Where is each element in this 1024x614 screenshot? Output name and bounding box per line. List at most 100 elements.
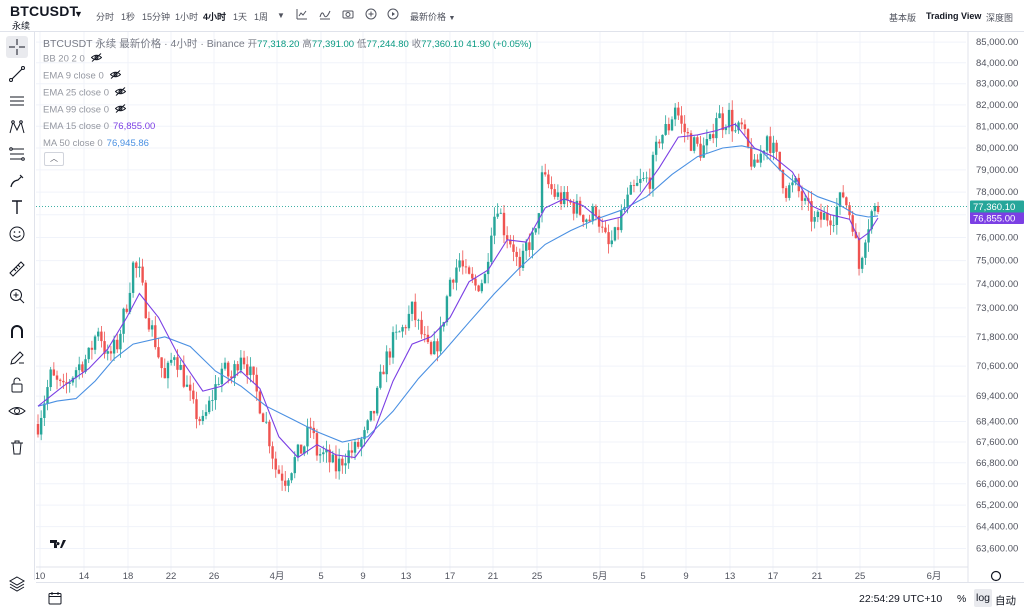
replay-icon[interactable] (387, 8, 399, 23)
timeframe-1w[interactable]: 1周 (254, 12, 269, 22)
zoom-in-icon[interactable] (6, 285, 28, 307)
time-tick-label: 21 (488, 571, 499, 582)
candle-body (166, 362, 170, 379)
percent-scale-button[interactable]: % (957, 593, 967, 605)
candle-body (848, 205, 851, 216)
crosshair-icon[interactable] (6, 36, 28, 58)
calendar-icon[interactable] (48, 591, 62, 610)
emoji-icon[interactable] (6, 223, 28, 245)
candle-body (781, 169, 785, 189)
candle-body (131, 262, 135, 293)
candle-body (680, 115, 683, 124)
legend-change: 41.90 (+0.05%) (466, 39, 532, 50)
hidden-eye-icon[interactable] (114, 87, 127, 99)
candle-body (765, 136, 769, 151)
candle-body (699, 143, 702, 158)
candle-body (78, 364, 81, 371)
eye-icon[interactable] (6, 400, 28, 422)
add-icon[interactable] (365, 8, 377, 23)
price-chart[interactable]: 85,000.00 84,000.00 83,000.00 82,000.00 81,0… (36, 32, 1024, 582)
candle-body (182, 365, 186, 387)
candle-body (39, 417, 43, 435)
hidden-eye-icon[interactable] (109, 70, 121, 82)
indicator-ema15[interactable]: EMA 15 close 0 76,855.00 (43, 121, 156, 132)
candle-body (861, 257, 864, 269)
candle-body (718, 113, 721, 119)
ruler-icon[interactable] (6, 258, 28, 280)
candle-body (185, 384, 189, 387)
candle-body (458, 260, 461, 268)
timeframe-more-icon[interactable]: ▼ (277, 11, 285, 20)
candle-body (109, 351, 113, 354)
candle-body (594, 206, 598, 216)
view-tradingview[interactable]: Trading View (926, 11, 982, 21)
symbol-selector[interactable]: BTCUSDT (10, 3, 79, 19)
brush-icon[interactable] (6, 170, 28, 192)
layers-icon[interactable] (6, 573, 28, 595)
candle-body (379, 371, 382, 388)
candle-body (169, 359, 173, 363)
trash-icon[interactable] (6, 436, 28, 458)
indicator-ema9[interactable]: EMA 9 close 0 (43, 70, 121, 82)
collapse-legend-icon[interactable]: ︿ (44, 152, 64, 166)
candle-body (299, 444, 303, 454)
candle-body (230, 376, 233, 379)
text-icon[interactable] (6, 196, 28, 218)
candle-body (661, 134, 664, 144)
timeframe-1s[interactable]: 1秒 (121, 12, 136, 22)
chart-type-icon[interactable] (296, 8, 308, 23)
candle-body (271, 446, 274, 459)
candle-body (480, 283, 483, 292)
horizontal-lines-icon[interactable] (6, 90, 28, 112)
candle-body (597, 215, 601, 227)
hidden-eye-icon[interactable] (90, 53, 102, 65)
price-type-selector[interactable]: 最新价格 ▼ (410, 12, 456, 22)
candle-body (715, 118, 718, 139)
candle-body (683, 123, 686, 133)
candle-body (150, 325, 154, 330)
pattern-icon[interactable] (6, 116, 28, 138)
log-scale-button[interactable]: log (974, 589, 992, 607)
candle-body (841, 192, 845, 198)
candle-body (277, 469, 281, 474)
candle-body (293, 457, 296, 474)
fib-icon[interactable] (6, 143, 28, 165)
auto-scale-button[interactable]: 自动 (995, 595, 1016, 607)
settings-gear-icon[interactable] (990, 570, 1002, 582)
indicators-icon[interactable] (319, 8, 331, 23)
candle-body (613, 227, 617, 241)
lock-icon[interactable] (6, 374, 28, 396)
timeframe-1d[interactable]: 1天 (233, 12, 248, 22)
time-tick-label: 13 (725, 571, 736, 582)
candle-body (547, 174, 550, 185)
candle-body (857, 238, 861, 269)
candle-body (486, 261, 490, 275)
trend-line-icon[interactable] (6, 63, 28, 85)
camera-icon[interactable] (342, 8, 354, 23)
timeframe-4h[interactable]: 4小时 (203, 12, 227, 22)
view-basic[interactable]: 基本版 (889, 13, 917, 23)
candle-body (138, 266, 141, 269)
timeframe-1h[interactable]: 1小时 (175, 12, 199, 22)
indicator-ma50[interactable]: MA 50 close 0 76,945.86 (43, 138, 149, 149)
candle-body (363, 430, 366, 440)
hidden-eye-icon[interactable] (114, 104, 127, 116)
candle-body (448, 279, 452, 297)
magnet-icon[interactable] (6, 321, 28, 343)
time-tick-label: 5 (318, 571, 323, 582)
indicator-bb[interactable]: BB 20 2 0 (43, 53, 102, 65)
indicator-ema99[interactable]: EMA 99 close 0 (43, 104, 127, 116)
symbol-dropdown-icon[interactable]: ▼ (74, 9, 83, 19)
candle-body (461, 260, 464, 267)
time-tick-label: 14 (79, 571, 90, 582)
timeframe-tick[interactable]: 分时 (96, 12, 115, 22)
clock-timezone[interactable]: 22:54:29 UTC+10 (859, 593, 943, 605)
candle-body (607, 232, 610, 245)
timeframe-15m[interactable]: 15分钟 (142, 12, 171, 22)
view-depth[interactable]: 深度图 (986, 13, 1014, 23)
lock-pencil-icon[interactable] (6, 347, 28, 369)
price-tick-label: 81,000.00 (976, 121, 1018, 132)
candle-body (816, 211, 820, 218)
indicator-ema25[interactable]: EMA 25 close 0 (43, 87, 127, 99)
candle-body (201, 415, 205, 422)
